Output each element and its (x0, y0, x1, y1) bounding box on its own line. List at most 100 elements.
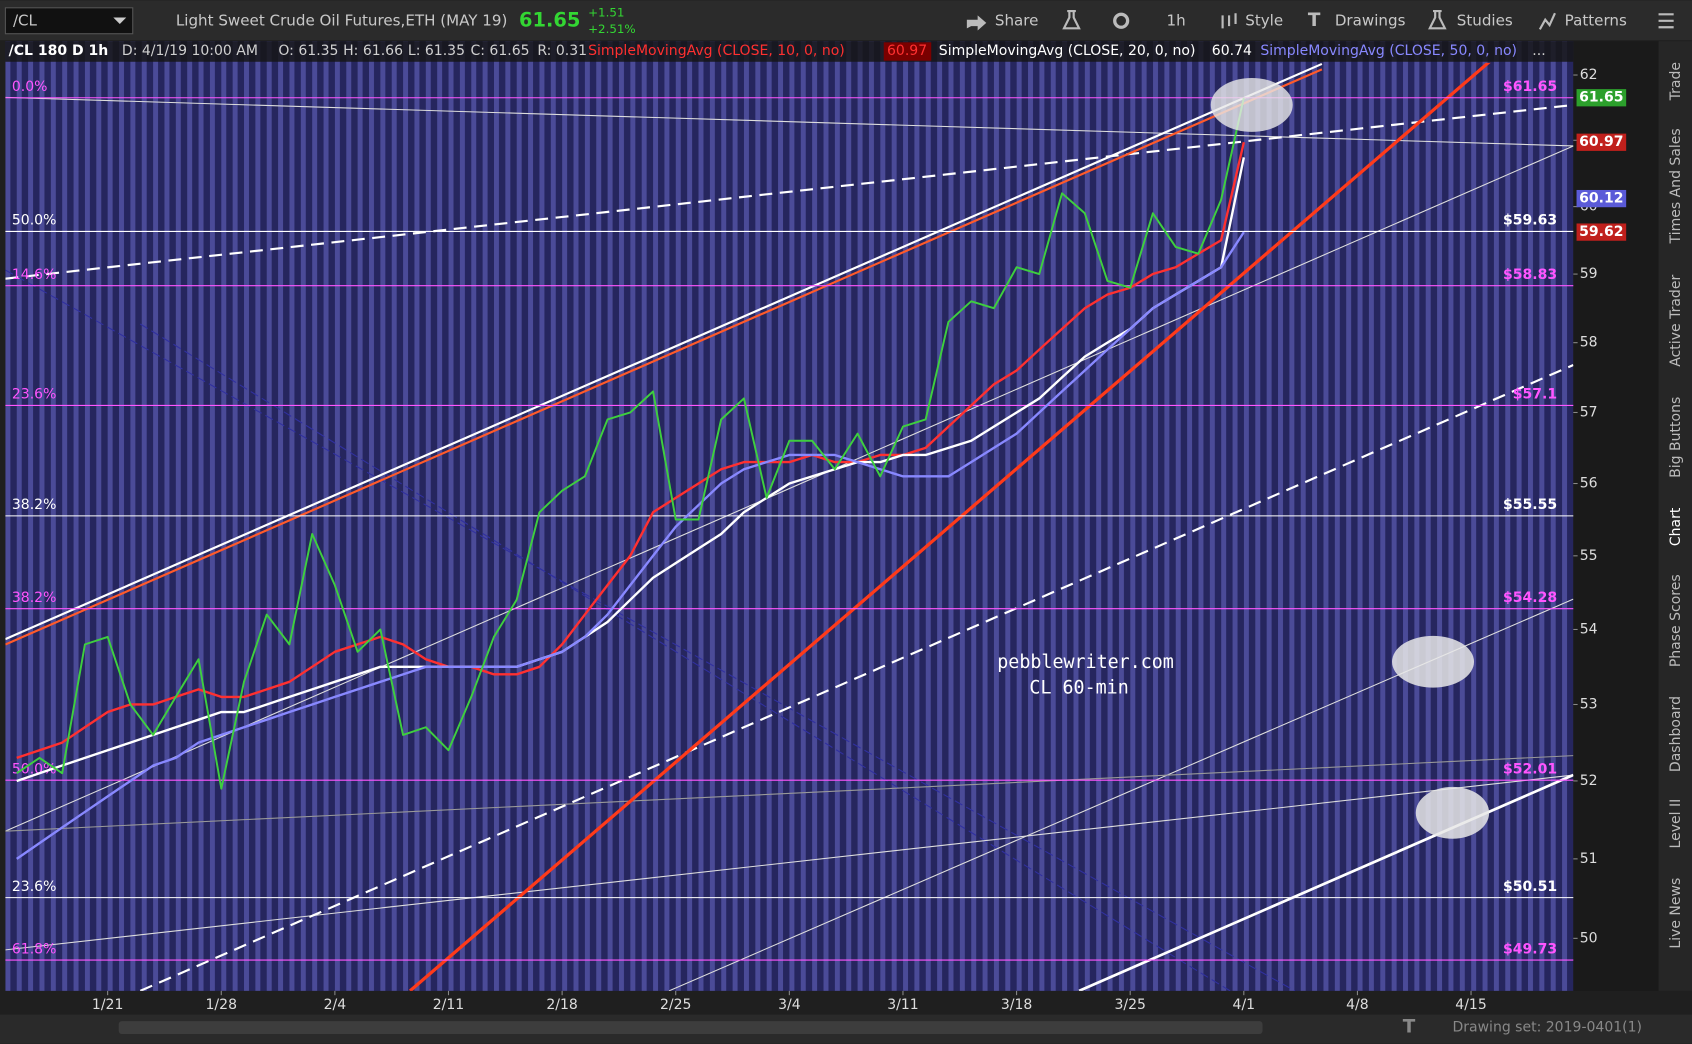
legend-entry: SimpleMovingAvg (CLOSE, 20, 0, no) (939, 43, 1196, 59)
patterns-icon[interactable] (1538, 12, 1556, 30)
level-label: 50.0% (12, 213, 57, 229)
level-label: 14.6% (12, 267, 57, 283)
highlight-ellipse (1415, 786, 1490, 839)
x-tick-label: 4/15 (1455, 997, 1486, 1013)
x-tick-label: 3/25 (1114, 997, 1145, 1013)
button[interactable]: Drawings (1335, 11, 1406, 29)
price-badge (1576, 189, 1627, 208)
legend-value: 60.74 (1212, 43, 1252, 59)
x-tick-label: 1/28 (206, 997, 237, 1013)
x-tick-label: 4/1 (1233, 997, 1256, 1013)
side-tab[interactable]: Trade (1668, 62, 1684, 101)
y-tick-label: 59 (1580, 266, 1598, 282)
x-tick-label: 3/4 (778, 997, 801, 1013)
trend-line (5, 145, 1574, 832)
level-price: $59.63 (1503, 213, 1557, 229)
level-label: 38.2% (12, 590, 57, 606)
drawing-set[interactable]: Drawing set: 2019-0401(1) (1452, 1020, 1642, 1036)
description: Light Sweet Crude Oil Futures,ETH (MAY 1… (176, 11, 508, 29)
x-tick-label: 3/11 (887, 997, 918, 1013)
side-tab[interactable]: Big Buttons (1668, 397, 1684, 478)
level-price: $55.55 (1503, 497, 1557, 513)
price-badge (1576, 223, 1627, 241)
side-tab[interactable]: Live News (1668, 878, 1684, 949)
legend-value-box (883, 42, 932, 61)
y-tick-label: 55 (1580, 548, 1598, 564)
y-tick-label: 57 (1580, 404, 1598, 420)
button[interactable]: Studies (1457, 11, 1513, 29)
y-tick-label: 62 (1580, 67, 1598, 83)
y-tick-label: 56 (1580, 476, 1598, 492)
net-change: +1.51 (588, 6, 624, 20)
side-tab[interactable]: Times And Sales (1668, 128, 1684, 244)
info-range: R: 0.31 (537, 43, 587, 59)
highlights (1210, 77, 1490, 839)
gear-icon[interactable] (1113, 12, 1130, 29)
legend-entry: SimpleMovingAvg (CLOSE, 50, 0, no) (1260, 43, 1517, 59)
dropdown-arrow[interactable] (113, 17, 127, 25)
level-price: $49.73 (1503, 941, 1557, 957)
y-tick-label: 51 (1580, 851, 1598, 867)
side-tabs: Trade Times And Sales Active Trader Big But… (1668, 62, 1684, 949)
x-tick-label: 2/25 (660, 997, 691, 1013)
level-price: $57.1 (1513, 387, 1557, 403)
trend-line (5, 269, 1296, 991)
x-tick-label: 2/18 (546, 997, 577, 1013)
trend-line (5, 96, 1574, 147)
price-badge-label: 61.65 (1579, 90, 1623, 106)
side-panel (1658, 41, 1692, 991)
studies-icon[interactable] (1428, 9, 1447, 30)
level-label: 38.2% (12, 497, 57, 513)
menu-icon[interactable] (1658, 13, 1674, 29)
x-tick-label: 1/21 (92, 997, 123, 1013)
button[interactable]: 1h (1166, 11, 1185, 29)
flask-icon[interactable] (1062, 9, 1081, 30)
price-badge (1576, 133, 1627, 151)
series-line (16, 157, 1246, 783)
button[interactable]: Style (1245, 11, 1283, 29)
legend-value: 60.97 (887, 43, 927, 59)
info-low: L: 61.35 (408, 43, 465, 59)
side-tab[interactable]: Dashboard (1668, 696, 1684, 772)
trend-line (5, 774, 1574, 951)
level-label: 23.6% (12, 879, 57, 895)
series-line (16, 142, 1246, 760)
x-tick-label: 3/18 (1001, 997, 1032, 1013)
x-tick-label: 2/11 (433, 997, 464, 1013)
y-tick-label: 53 (1580, 696, 1598, 712)
level-label: 23.6% (12, 387, 57, 403)
annotation: CL 60-min (1029, 678, 1128, 699)
share-icon[interactable] (966, 15, 987, 31)
drawings-icon[interactable]: T (1403, 1017, 1416, 1038)
series-line (16, 97, 1245, 790)
symbol-box[interactable] (4, 7, 134, 35)
pct-change: +2.51% (588, 22, 636, 36)
scroll-thumb[interactable] (118, 1021, 1263, 1035)
side-tab[interactable]: Phase Scores (1668, 574, 1684, 667)
drawings-icon[interactable]: T (1308, 10, 1321, 31)
price-badge (1576, 89, 1627, 107)
y-tick-label: 58 (1580, 335, 1598, 351)
y-tick-label: 50 (1580, 930, 1598, 946)
y-tick-label: 52 (1580, 773, 1598, 789)
price-badge-label: 60.97 (1579, 134, 1623, 150)
button[interactable]: Share (995, 11, 1039, 29)
side-tab[interactable]: Chart (1668, 507, 1684, 546)
last-price: 61.65 (519, 8, 580, 31)
fib-levels: 0.0% $61.65 50.0% $59.63 14.6% $58.83 23.6% $57… (5, 79, 1574, 961)
legend-overflow: ... (1532, 43, 1545, 59)
info-date: D: 4/1/19 10:00 AM (122, 43, 258, 59)
side-tab[interactable]: Active Trader (1668, 275, 1684, 367)
button[interactable]: Patterns (1565, 11, 1627, 29)
annotation: pebblewriter.com (997, 652, 1174, 673)
style-icon[interactable] (1221, 13, 1237, 29)
price-axis (1573, 41, 1659, 991)
x-tick-label: 4/8 (1346, 997, 1369, 1013)
y-tick-label: 54 (1580, 621, 1598, 637)
highlight-ellipse (1392, 635, 1475, 688)
side-tab[interactable]: Level II (1668, 799, 1684, 849)
symbol: /CL (13, 11, 38, 29)
